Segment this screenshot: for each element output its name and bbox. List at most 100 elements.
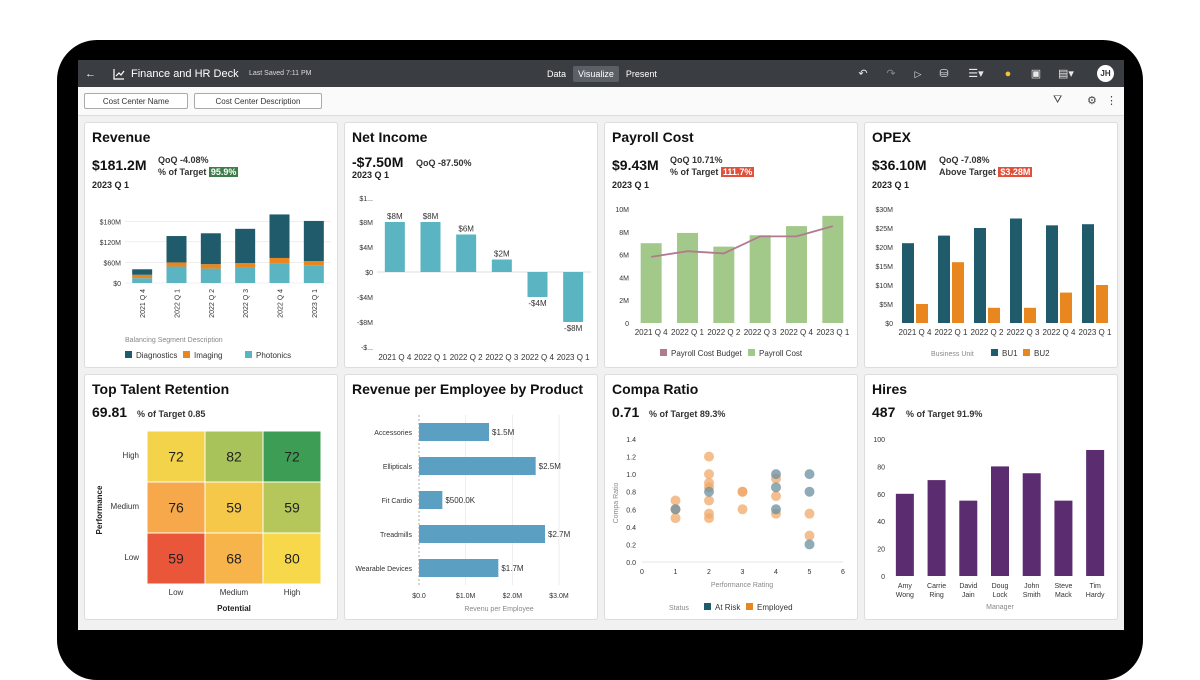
- bar-segment: [303, 261, 324, 266]
- data-sources-icon[interactable]: ⛁: [939, 68, 949, 80]
- y-tick-label: 2M: [619, 298, 629, 305]
- card-payroll-cost[interactable]: Payroll Cost $9.43M QoQ 10.71% % of Targ…: [604, 122, 858, 368]
- kpi-value: 0.71: [612, 404, 640, 420]
- bar: [563, 272, 584, 322]
- target-label: % of Target: [158, 167, 207, 177]
- filter-cost-center-description[interactable]: Cost Center Description: [194, 93, 322, 109]
- scatter-point-employed: [704, 469, 714, 480]
- top-bar: ← Finance and HR Deck Last Saved 7:11 PM…: [78, 60, 1124, 87]
- bar: [713, 246, 735, 323]
- play-icon[interactable]: ▷: [914, 69, 922, 79]
- filter-cost-center-name[interactable]: Cost Center Name: [84, 93, 188, 109]
- scatter-point-at-risk: [804, 469, 815, 480]
- card-net-income[interactable]: Net Income -$7.50M QoQ -87.50% 2023 Q 1 …: [344, 122, 598, 368]
- y-tick-label: 0.2: [626, 542, 636, 549]
- settings-icon[interactable]: ⚙: [1087, 95, 1097, 107]
- bar-bu1: [974, 228, 986, 323]
- scatter-point-employed: [704, 513, 714, 524]
- kpi-value: $181.2M: [92, 157, 147, 173]
- y-tick-label: 6M: [619, 253, 629, 260]
- bar-bu1: [938, 235, 950, 323]
- bar-bu1: [1010, 218, 1022, 323]
- bar-segment: [166, 236, 187, 263]
- bar-segment: [200, 268, 221, 283]
- tab-visualize[interactable]: Visualize: [573, 65, 619, 82]
- tab-present[interactable]: Present: [625, 68, 657, 79]
- kpi-target: % of Target 91.9%: [906, 408, 982, 420]
- x-tick-label: 2022 Q 4: [780, 328, 813, 337]
- x-tick-label: Ring: [929, 592, 944, 599]
- x-tick-label: 2022 Q 4: [521, 353, 554, 362]
- legend-swatch: [1023, 349, 1030, 356]
- scatter-point-employed: [737, 504, 748, 515]
- y-tick-label: 1.4: [626, 437, 636, 444]
- x-tick-label: 2022 Q 1: [175, 289, 182, 318]
- category-label: Treadmills: [380, 532, 413, 539]
- bar: [749, 235, 771, 323]
- card-opex[interactable]: OPEX $36.10M QoQ -7.08% Above Target $3.…: [864, 122, 1118, 368]
- tab-data[interactable]: Data: [547, 68, 567, 79]
- kpi-qoq: QoQ -7.08% Above Target $3.28M: [939, 154, 1033, 178]
- legend-label: Imaging: [194, 351, 222, 360]
- x-tick-label: 0: [640, 569, 644, 576]
- card-revenue-per-employee[interactable]: Revenue per Employee by Product $0.0 $1.0…: [344, 374, 598, 620]
- revenue-per-employee-chart: $0.0 $1.0M $2.0M $3.0M $1.5M Accessories $2.5M…: [355, 415, 571, 613]
- scatter-point-employed: [704, 451, 714, 462]
- filter-funnel-icon[interactable]: ⛛: [1053, 94, 1063, 106]
- target-badge: 95.9%: [208, 167, 239, 177]
- user-avatar[interactable]: JH: [1097, 65, 1114, 82]
- target-value: 91.9%: [956, 409, 983, 419]
- bar-segment: [200, 233, 221, 265]
- y-tick-label: $20M: [875, 245, 893, 252]
- redo-icon[interactable]: ↷: [886, 68, 896, 80]
- x-tick-label: 2022 Q 2: [209, 289, 216, 318]
- legend-swatch: [746, 603, 753, 610]
- row-label: High: [123, 451, 139, 460]
- notes-menu-icon[interactable]: ☰▾: [968, 68, 984, 80]
- scatter-point-employed: [804, 530, 815, 541]
- x-tick-label: $3.0M: [549, 593, 569, 600]
- card-top-talent-retention[interactable]: Top Talent Retention 69.81 % of Target 0…: [84, 374, 338, 620]
- more-options-icon[interactable]: ⋮: [1106, 95, 1117, 107]
- y-tick-label: -$...: [361, 345, 373, 352]
- y-tick-label: $120M: [100, 240, 122, 247]
- scatter-point-at-risk: [804, 539, 815, 550]
- y-tick-label: $25M: [875, 226, 893, 233]
- data-label: $8M: [423, 212, 439, 221]
- insights-bulb-icon[interactable]: ●: [1004, 68, 1012, 80]
- heatmap-cell: [262, 481, 322, 534]
- period-label: 2023 Q 1: [872, 180, 910, 190]
- kpi-value: $36.10M: [872, 157, 927, 173]
- y-tick-label: 0.8: [626, 490, 636, 497]
- y-tick-label: 80: [877, 464, 885, 471]
- card-title: OPEX: [872, 129, 911, 145]
- undo-icon[interactable]: ↶: [858, 68, 868, 80]
- card-revenue[interactable]: Revenue $181.2M QoQ -4.08% % of Target 9…: [84, 122, 338, 368]
- card-hires[interactable]: Hires 487 % of Target 91.9% 0 20 40 60 80 100…: [864, 374, 1118, 620]
- x-tick-label: 2021 Q 4: [899, 328, 932, 337]
- card-compa-ratio[interactable]: Compa Ratio 0.71 % of Target 89.3% 0.0 0.…: [604, 374, 858, 620]
- y-tick-label: $0: [885, 321, 893, 328]
- kpi-qoq: QoQ -4.08% % of Target 95.9%: [158, 154, 239, 178]
- x-tick-label: $1.0M: [456, 593, 476, 600]
- export-icon[interactable]: ▣: [1030, 68, 1042, 80]
- scatter-point-at-risk: [704, 486, 714, 497]
- back-arrow-icon[interactable]: ←: [85, 67, 96, 80]
- kpi-target: % of Target 89.3%: [649, 408, 725, 420]
- target-value: 0.85: [187, 409, 206, 419]
- bar: [491, 259, 512, 272]
- bar-segment: [303, 220, 324, 262]
- legend-label: BU1: [1002, 349, 1018, 358]
- card-title: Net Income: [352, 129, 428, 145]
- bar: [1086, 449, 1105, 576]
- scatter-point-at-risk: [771, 469, 781, 480]
- y-axis-title: Performance: [95, 485, 104, 534]
- x-tick-label: Jain: [962, 592, 975, 599]
- bar-segment: [235, 263, 256, 268]
- card-title: Compa Ratio: [612, 381, 699, 397]
- bar: [527, 272, 548, 297]
- bar-segment: [269, 257, 290, 264]
- bar: [419, 457, 536, 475]
- save-menu-icon[interactable]: ▤▾: [1058, 68, 1074, 80]
- bar: [991, 466, 1009, 576]
